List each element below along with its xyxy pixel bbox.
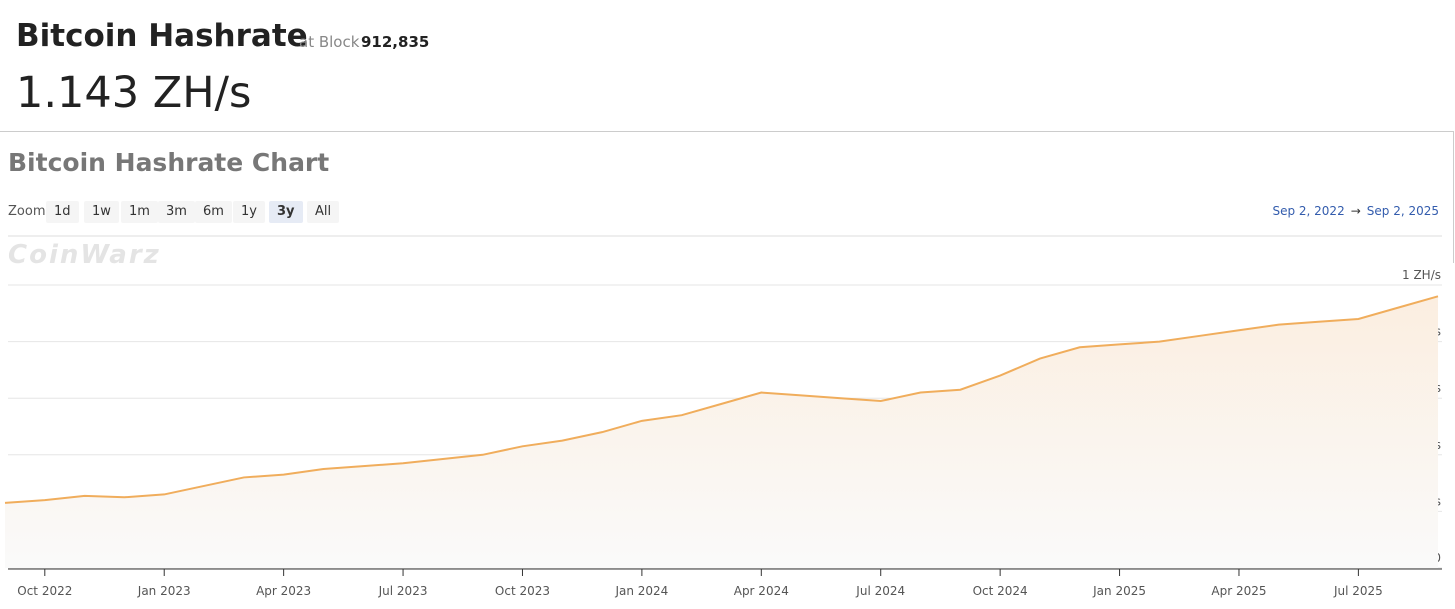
zoom-label: Zoom: [8, 204, 46, 219]
range-arrow: →: [1350, 204, 1361, 218]
x-tick-label: Jan 2023: [137, 584, 191, 598]
x-tick-label: Oct 2022: [17, 584, 72, 598]
hashrate-value: 1.143 ZH/s: [16, 68, 252, 118]
block-label: at Block: [299, 33, 360, 51]
x-tick-label: Oct 2024: [973, 584, 1028, 598]
zoom-button[interactable]: 1m: [121, 201, 158, 223]
watermark: CoinWarz: [8, 240, 161, 270]
x-tick-label: Apr 2023: [256, 584, 311, 598]
x-tick-label: Jan 2024: [614, 584, 668, 598]
zoom-button[interactable]: All: [307, 201, 340, 223]
x-tick-label: Apr 2025: [1211, 584, 1266, 598]
page-title: Bitcoin Hashrate: [16, 18, 308, 54]
x-tick-label: Jul 2024: [855, 584, 905, 598]
zoom-button[interactable]: 1w: [84, 201, 119, 223]
y-tick-label: 1 ZH/s: [1402, 268, 1441, 282]
divider: [0, 131, 1454, 263]
x-tick-label: Jul 2025: [1333, 584, 1383, 598]
chart-title: Bitcoin Hashrate Chart: [8, 148, 330, 177]
area: [5, 296, 1438, 568]
zoom-button[interactable]: 3m: [158, 201, 195, 223]
x-tick-label: Jul 2023: [378, 584, 428, 598]
range-end[interactable]: Sep 2, 2025: [1366, 204, 1439, 218]
zoom-button[interactable]: 1y: [233, 201, 265, 223]
block-number: 912,835: [361, 33, 430, 51]
zoom-button[interactable]: 3y: [269, 201, 303, 223]
x-tick-label: Apr 2024: [734, 584, 789, 598]
x-tick-label: Oct 2023: [495, 584, 550, 598]
date-range[interactable]: Sep 2, 2022 → Sep 2, 2025: [1272, 204, 1439, 218]
line: [4, 295, 1439, 504]
range-start[interactable]: Sep 2, 2022: [1272, 204, 1345, 218]
zoom-button[interactable]: 1d: [46, 201, 79, 223]
x-tick-label: Jan 2025: [1092, 584, 1146, 598]
zoom-button[interactable]: 6m: [195, 201, 232, 223]
